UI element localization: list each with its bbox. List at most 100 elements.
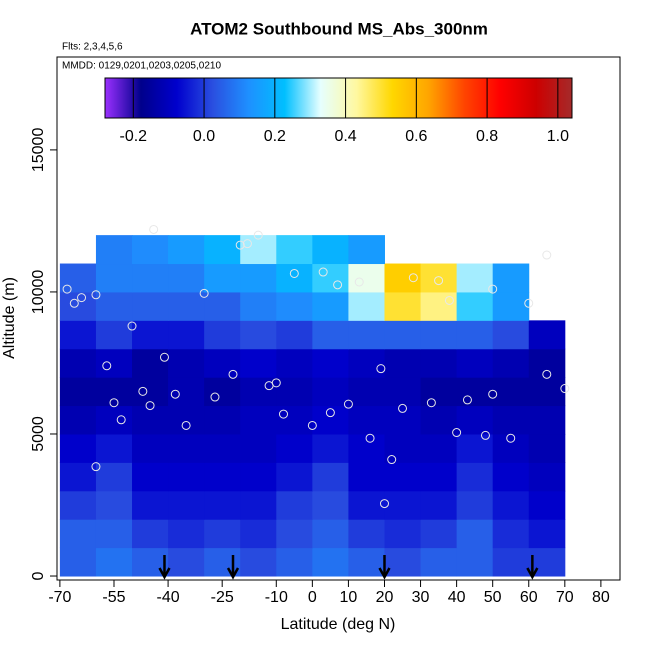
heat-cell — [312, 348, 349, 378]
heat-cell — [348, 320, 385, 350]
sample-point — [181, 420, 191, 430]
heat-cell — [420, 320, 458, 350]
sample-point — [253, 230, 263, 240]
heat-cell — [528, 519, 566, 549]
x-tick-label: -55 — [102, 589, 125, 606]
heat-cell — [204, 433, 241, 463]
heat-cell — [276, 291, 313, 321]
heat-cell — [95, 348, 133, 378]
colorbar-tick-label: -0.2 — [120, 128, 148, 145]
heat-cell — [59, 547, 97, 577]
heat-cell — [384, 348, 422, 378]
heat-cell — [132, 405, 169, 435]
heat-cell — [492, 291, 530, 321]
sample-point — [542, 369, 552, 379]
heat-cell — [312, 547, 349, 577]
sample-point — [289, 268, 299, 278]
heat-cell — [456, 348, 494, 378]
heat-cell — [240, 462, 277, 492]
sample-point — [170, 389, 180, 399]
x-tick-label: 50 — [484, 589, 502, 606]
heat-cell — [384, 433, 422, 463]
heat-cell — [95, 462, 133, 492]
x-tick-label: 10 — [340, 589, 358, 606]
sample-point — [452, 428, 462, 438]
heat-cell — [276, 235, 313, 265]
heat-cell — [59, 433, 97, 463]
heat-cell — [420, 519, 458, 549]
heat-cell — [204, 462, 241, 492]
heat-cell — [456, 547, 494, 577]
sample-point — [408, 273, 418, 283]
x-tick-label: 60 — [520, 589, 538, 606]
sample-point — [271, 378, 281, 388]
heat-cell — [59, 377, 97, 407]
heat-cell — [384, 519, 422, 549]
heat-cell — [348, 291, 385, 321]
heat-cell — [384, 547, 422, 577]
heat-cell — [168, 519, 205, 549]
sample-point — [210, 392, 220, 402]
chart-title: ATOM2 Southbound MS_Abs_300nm — [190, 19, 488, 38]
heat-cell — [276, 433, 313, 463]
heat-cell — [348, 433, 385, 463]
heat-cell — [492, 320, 530, 350]
sample-point — [398, 403, 408, 413]
heat-cell — [312, 263, 349, 293]
heat-cell — [384, 377, 422, 407]
sample-point — [228, 369, 238, 379]
heat-cell — [348, 547, 385, 577]
heat-cell — [204, 377, 241, 407]
heat-cell — [59, 320, 97, 350]
sample-point — [149, 224, 159, 234]
sample-point — [69, 298, 79, 308]
heat-cell — [204, 490, 241, 520]
x-tick-label: -10 — [265, 589, 288, 606]
heat-cell — [204, 263, 241, 293]
heat-cell — [204, 291, 241, 321]
sample-point — [91, 462, 101, 472]
heat-cell — [492, 490, 530, 520]
colorbar-tick-label: 0.2 — [264, 128, 286, 145]
heat-cell — [168, 235, 205, 265]
heat-cell — [240, 320, 277, 350]
heatmap — [59, 224, 570, 577]
sample-point — [376, 364, 386, 374]
sample-point — [434, 276, 444, 286]
heat-cell — [348, 235, 385, 265]
heat-cell — [240, 490, 277, 520]
heat-cell — [312, 433, 349, 463]
heat-cell — [492, 547, 530, 577]
heat-cell — [132, 433, 169, 463]
heat-cell — [95, 519, 133, 549]
sample-point — [116, 415, 126, 425]
y-axis-label: Altitude (m) — [1, 277, 18, 359]
x-tick-label: 30 — [412, 589, 430, 606]
sample-point — [278, 409, 288, 419]
heat-cell — [59, 348, 97, 378]
sample-point — [77, 293, 87, 303]
colorbar-tick-label: 0.4 — [334, 128, 356, 145]
heat-cell — [132, 320, 169, 350]
x-tick-label: -70 — [48, 589, 71, 606]
heat-cell — [528, 377, 566, 407]
heat-cell — [420, 490, 458, 520]
colorbar-tick-label: 0.6 — [405, 128, 427, 145]
sample-point — [524, 298, 534, 308]
sample-point — [506, 433, 516, 443]
sample-point — [318, 267, 328, 277]
plot-frame — [56, 56, 621, 581]
heat-cell — [95, 235, 133, 265]
arrow — [526, 555, 539, 580]
heat-cell — [348, 462, 385, 492]
heat-cell — [420, 377, 458, 407]
sample-point — [488, 284, 498, 294]
heat-cell — [348, 348, 385, 378]
x-tick-label: -40 — [157, 589, 180, 606]
heat-cell — [240, 348, 277, 378]
heat-cell — [528, 490, 566, 520]
heat-cell — [492, 377, 530, 407]
x-tick-label: 20 — [376, 589, 394, 606]
